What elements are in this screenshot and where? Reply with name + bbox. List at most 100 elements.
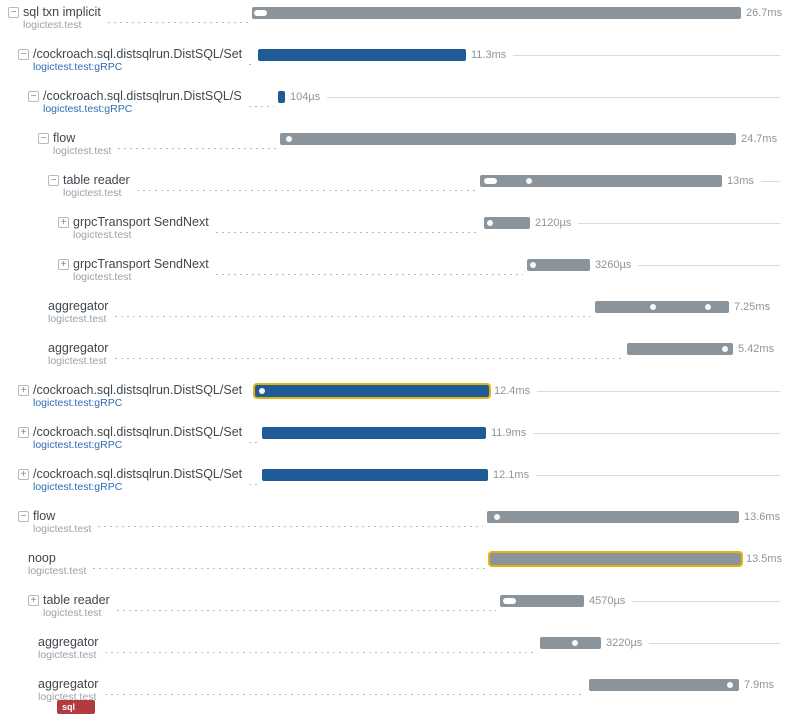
span-label[interactable]: + grpcTransport SendNext logictest.test bbox=[58, 257, 209, 283]
span-duration: 4570µs bbox=[589, 595, 626, 607]
span-names: /cockroach.sql.distsqlrun.DistSQL/S logi… bbox=[43, 89, 242, 115]
span-title: /cockroach.sql.distsqlrun.DistSQL/Set bbox=[33, 383, 243, 397]
span-label[interactable]: − table reader logictest.test bbox=[48, 173, 130, 199]
span-label[interactable]: − flow logictest.test bbox=[38, 131, 111, 157]
hover-tooltip: sql bbox=[57, 700, 95, 714]
span-bar[interactable] bbox=[262, 469, 488, 481]
leader-dotted-line bbox=[105, 652, 536, 653]
span-duration: 2120µs bbox=[535, 217, 572, 229]
span-names: aggregator logictest.test bbox=[38, 635, 98, 661]
span-label[interactable]: noop logictest.test bbox=[28, 551, 86, 577]
span-bar[interactable] bbox=[258, 49, 466, 61]
span-label[interactable]: aggregator logictest.test bbox=[48, 341, 108, 367]
child-span-marker bbox=[503, 598, 516, 604]
span-title: /cockroach.sql.distsqlrun.DistSQL/Set bbox=[33, 47, 243, 61]
toggle-expand-icon[interactable]: − bbox=[38, 133, 49, 144]
span-label[interactable]: + /cockroach.sql.distsqlrun.DistSQL/Set … bbox=[18, 383, 242, 409]
span-subtitle: logictest.test bbox=[73, 229, 132, 241]
toggle-expand-icon[interactable]: + bbox=[18, 427, 29, 438]
child-span-marker bbox=[484, 178, 497, 184]
span-names: grpcTransport SendNext logictest.test bbox=[73, 215, 209, 241]
span-subtitle: logictest.test:gRPC bbox=[33, 481, 123, 493]
span-duration: 7.25ms bbox=[734, 301, 771, 313]
leader-dotted-line bbox=[93, 568, 486, 569]
leader-dotted-line bbox=[215, 232, 480, 233]
span-title: /cockroach.sql.distsqlrun.DistSQL/Set bbox=[33, 425, 243, 439]
log-marker bbox=[530, 262, 536, 268]
leader-dotted-line bbox=[215, 274, 523, 275]
span-bar[interactable] bbox=[595, 301, 729, 313]
span-duration: 13.6ms bbox=[744, 511, 781, 523]
leader-dotted-line bbox=[105, 694, 585, 695]
toggle-expand-icon[interactable]: − bbox=[48, 175, 59, 186]
span-row: + /cockroach.sql.distsqlrun.DistSQL/Set … bbox=[0, 422, 786, 464]
span-bar[interactable] bbox=[627, 343, 733, 355]
toggle-expand-icon[interactable]: − bbox=[28, 91, 39, 102]
span-names: noop logictest.test bbox=[28, 551, 86, 577]
span-row: + table reader logictest.test 4570µs bbox=[0, 590, 786, 632]
span-label[interactable]: + /cockroach.sql.distsqlrun.DistSQL/Set … bbox=[18, 425, 242, 451]
span-subtitle: logictest.test bbox=[48, 313, 107, 325]
span-bar[interactable] bbox=[527, 259, 590, 271]
span-label[interactable]: − flow logictest.test bbox=[18, 509, 91, 535]
span-bar[interactable] bbox=[252, 7, 741, 19]
span-title: /cockroach.sql.distsqlrun.DistSQL/S bbox=[43, 89, 242, 103]
span-label[interactable]: + /cockroach.sql.distsqlrun.DistSQL/Set … bbox=[18, 467, 242, 493]
span-duration: 11.9ms bbox=[491, 427, 527, 439]
span-bar[interactable] bbox=[262, 427, 486, 439]
leader-dotted-line bbox=[249, 484, 258, 485]
tail-line bbox=[533, 433, 780, 434]
span-duration: 104µs bbox=[290, 91, 321, 103]
span-bar[interactable] bbox=[488, 551, 743, 567]
span-bar[interactable] bbox=[500, 595, 584, 607]
toggle-expand-icon[interactable]: + bbox=[28, 595, 39, 606]
span-names: flow logictest.test bbox=[33, 509, 91, 535]
span-title: grpcTransport SendNext bbox=[73, 257, 209, 271]
span-label[interactable]: − /cockroach.sql.distsqlrun.DistSQL/S lo… bbox=[28, 89, 242, 115]
span-names: /cockroach.sql.distsqlrun.DistSQL/Set lo… bbox=[33, 383, 242, 409]
toggle-expand-icon[interactable]: + bbox=[18, 469, 29, 480]
span-bar[interactable] bbox=[278, 91, 285, 103]
span-subtitle: logictest.test bbox=[63, 187, 122, 199]
span-subtitle: logictest.test bbox=[33, 523, 92, 535]
span-title: /cockroach.sql.distsqlrun.DistSQL/Set bbox=[33, 467, 243, 481]
log-marker bbox=[722, 346, 728, 352]
span-names: table reader logictest.test bbox=[43, 593, 110, 619]
tail-line bbox=[513, 55, 780, 56]
span-bar[interactable] bbox=[480, 175, 722, 187]
span-bar[interactable] bbox=[280, 133, 736, 145]
toggle-expand-icon[interactable]: − bbox=[18, 49, 29, 60]
toggle-expand-icon[interactable]: + bbox=[58, 259, 69, 270]
span-bar[interactable] bbox=[540, 637, 601, 649]
toggle-expand-icon[interactable]: + bbox=[18, 385, 29, 396]
span-label[interactable]: − sql txn implicit logictest.test bbox=[8, 5, 101, 31]
span-names: flow logictest.test bbox=[53, 131, 111, 157]
log-marker bbox=[259, 388, 265, 394]
tail-line bbox=[327, 97, 780, 98]
span-label[interactable]: + table reader logictest.test bbox=[28, 593, 110, 619]
span-names: grpcTransport SendNext logictest.test bbox=[73, 257, 209, 283]
span-title: aggregator bbox=[38, 635, 99, 649]
leader-dotted-line bbox=[115, 316, 591, 317]
span-label[interactable]: + grpcTransport SendNext logictest.test bbox=[58, 215, 209, 241]
log-marker bbox=[572, 640, 578, 646]
span-row: − /cockroach.sql.distsqlrun.DistSQL/Set … bbox=[0, 44, 786, 86]
span-title: grpcTransport SendNext bbox=[73, 215, 209, 229]
span-bar[interactable] bbox=[484, 217, 530, 229]
span-subtitle: logictest.test:gRPC bbox=[33, 61, 123, 73]
span-duration: 24.7ms bbox=[741, 133, 778, 145]
span-bar[interactable] bbox=[253, 383, 491, 399]
span-label[interactable]: aggregator logictest.test bbox=[48, 299, 108, 325]
toggle-expand-icon[interactable]: + bbox=[58, 217, 69, 228]
span-bar[interactable] bbox=[487, 511, 739, 523]
toggle-expand-icon[interactable]: − bbox=[8, 7, 19, 18]
span-bar[interactable] bbox=[589, 679, 739, 691]
span-label[interactable]: aggregator logictest.test bbox=[38, 635, 98, 661]
span-subtitle: logictest.test:gRPC bbox=[33, 397, 123, 409]
span-subtitle: logictest.test bbox=[48, 355, 107, 367]
span-title: aggregator bbox=[38, 677, 99, 691]
toggle-expand-icon[interactable]: − bbox=[18, 511, 29, 522]
tail-line bbox=[638, 265, 780, 266]
span-label[interactable]: − /cockroach.sql.distsqlrun.DistSQL/Set … bbox=[18, 47, 242, 73]
